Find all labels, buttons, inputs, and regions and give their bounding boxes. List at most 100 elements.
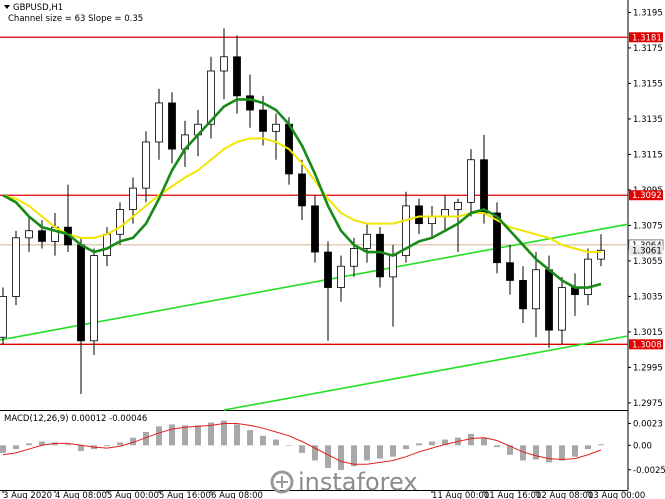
candle-body	[38, 230, 46, 242]
macd-bar	[533, 445, 539, 460]
macd-bar	[585, 445, 591, 450]
price-box	[629, 245, 663, 256]
macd-bar	[416, 443, 422, 446]
candle-body	[272, 123, 280, 132]
macd-bar	[468, 433, 474, 446]
macd-bar	[247, 430, 253, 446]
candle-body	[454, 201, 462, 210]
candle-body	[467, 159, 475, 203]
candle-body	[584, 258, 592, 296]
candle-body	[402, 205, 410, 256]
macd-bar	[520, 445, 526, 461]
macd-bar	[559, 445, 565, 461]
candle-body	[311, 205, 319, 253]
macd-bar	[364, 445, 370, 461]
macd-bar	[299, 445, 305, 453]
macd-bar	[481, 437, 487, 446]
candle-body	[506, 262, 514, 281]
y-tick-label: 1.3135	[633, 115, 663, 125]
x-tick-label: 5 Aug 00:00	[107, 491, 159, 499]
macd-bar	[403, 445, 409, 450]
y-tick-label: 1.3055	[633, 257, 663, 267]
y-tick-label: 1.3175	[633, 44, 663, 54]
macd-bar	[494, 445, 500, 448]
macd-label: MACD(12,26,9) 0.00012 -0.00046	[4, 414, 147, 424]
candle-body	[298, 173, 306, 207]
macd-bar	[208, 422, 214, 446]
x-tick-label: 12 Aug 08:00	[536, 491, 593, 499]
x-tick-label: 13 Aug 00:00	[588, 491, 645, 499]
x-tick-label: 11 Aug 00:00	[432, 491, 489, 499]
macd-bar	[156, 426, 162, 446]
watermark: instaforex	[270, 468, 418, 496]
level-box	[629, 32, 663, 43]
candle-body	[350, 248, 358, 267]
candle-body	[363, 233, 371, 249]
candle-body	[389, 255, 397, 278]
candle-body	[532, 269, 540, 310]
candle-body	[220, 56, 228, 72]
candle-body	[493, 212, 501, 264]
candle-body	[168, 102, 176, 150]
macd-bar	[130, 437, 136, 446]
candle-body	[207, 70, 215, 125]
candle-body	[597, 249, 605, 260]
macd-bar	[572, 445, 578, 457]
macd-bar	[598, 444, 604, 446]
candle-body	[415, 205, 423, 225]
macd-main: 0.00012	[71, 414, 106, 424]
macd-bar	[351, 445, 357, 467]
y-tick-label: 1.3155	[633, 79, 663, 89]
macd-bar	[286, 445, 292, 446]
macd-bar	[104, 445, 110, 447]
macd-bar	[429, 441, 435, 446]
macd-bar	[546, 445, 552, 463]
candle-body	[480, 159, 488, 214]
candle-body	[103, 233, 111, 256]
candle-body	[558, 287, 566, 331]
overlay: GBPUSD,H1 Channel size = 63 Slope = 0.35…	[4, 3, 147, 424]
candle-body	[155, 102, 163, 143]
candle-body	[233, 56, 241, 97]
x-tick-label: 3 Aug 2020	[3, 491, 52, 499]
macd-tick-label: 0.00	[633, 441, 652, 451]
watermark-text: instaforex	[298, 468, 418, 496]
macd-bar	[65, 444, 71, 446]
x-tick-label: 6 Aug 08:00	[211, 491, 263, 499]
trendline	[223, 335, 629, 411]
y-tick-label: 1.3115	[633, 150, 663, 160]
y-tick-label: 1.2995	[633, 363, 663, 373]
y-tick-label: 1.2975	[633, 399, 663, 409]
macd-bar	[26, 443, 32, 446]
x-tick-label: 5 Aug 16:00	[159, 491, 211, 499]
macd-bar	[221, 420, 227, 446]
macd-bar	[169, 424, 175, 446]
menu-arrow	[4, 5, 10, 9]
y-tick-label: 1.3035	[633, 292, 663, 302]
price-label: 1.3061	[632, 246, 662, 256]
macd-tick-label: -0.00258	[633, 466, 665, 476]
macd-bar	[507, 445, 513, 455]
y-tick-label: 1.3075	[633, 221, 663, 231]
level-box	[629, 339, 663, 350]
candle-body	[441, 209, 449, 217]
candle-body	[77, 244, 85, 342]
macd-bar	[442, 439, 448, 446]
macd-bar	[377, 445, 383, 459]
macd-bar	[273, 439, 279, 446]
x-tick-label: 4 Aug 08:00	[55, 491, 107, 499]
level-label: 1.3181	[632, 33, 662, 43]
candle-body	[12, 237, 20, 297]
watermark-logo	[270, 470, 294, 494]
macd-bar	[234, 424, 240, 446]
candle-body	[0, 296, 7, 338]
candle-body	[545, 269, 553, 331]
macd-bar	[39, 441, 45, 446]
y-tick-label: 1.3195	[633, 8, 663, 18]
macd-signal	[2, 422, 602, 465]
candle-body	[337, 265, 345, 288]
macd-bar	[260, 435, 266, 446]
x-tick-label: 11 Aug 16:00	[484, 491, 541, 499]
macd-name: MACD(12,26,9)	[4, 414, 69, 424]
